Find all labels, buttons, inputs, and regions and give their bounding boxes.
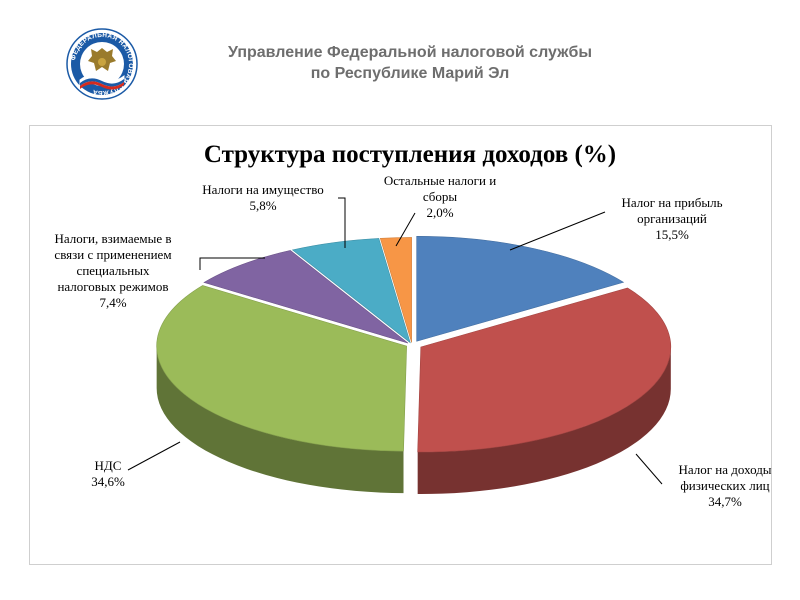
pie-slice-2 [417,287,672,453]
chart-frame [29,125,772,565]
slice-value-label: 2,0% [426,205,453,220]
leader-line-5 [338,197,346,248]
slice-label-4: Налоги, взимаемые в связи с применением сп… [54,231,171,310]
slice-name-line: Налог на доходы [678,462,771,477]
header-line-2: по Республике Марий Эл [310,65,510,82]
pie-slice-1 [416,235,625,342]
leader-line-3 [127,441,181,471]
header-line-1: Управление Федеральной налоговой службы [227,44,593,61]
slice-label-5: Налоги на имущество 5,8% [202,182,324,213]
leader-line-6 [395,212,416,247]
slice-name-line: физических лиц [680,478,769,493]
slice-label-2: Налог на доходы физических лиц 34,7% [678,462,771,509]
slice-name-line: организаций [637,211,707,226]
pie-slice-5 [291,238,411,344]
slice-label-3: НДС 34,6% [91,458,125,489]
slice-side-3 [156,346,404,494]
slice-name-line: НДС [95,458,122,473]
slice-name-line: Налог на прибыль [622,195,723,210]
chart-title: Структура поступления доходов (%) [204,141,616,168]
leader-line-4 [199,257,265,270]
slice-name-line: Налоги, взимаемые в [54,231,171,246]
leader-lines [127,197,663,485]
pie-slice-4 [203,250,409,344]
slice-name-line: Остальные налоги и [384,173,496,188]
slice-name-line: сборы [423,189,458,204]
slice-side-2 [417,346,671,494]
slice-name-line: связи с применением [54,247,171,262]
leader-line-2 [635,453,663,485]
pie-slices [156,235,672,453]
pie-slice-6 [379,237,412,343]
slice-value-label: 15,5% [655,227,689,242]
pie-3d-sides [156,346,671,494]
tax-service-logo: ФЕДЕРАЛЬНАЯ НАЛОГОВАЯ СЛУЖБА [66,28,138,100]
slice-labels: Налог на прибыль организаций 15,5%Налог на… [54,173,771,509]
slice-name-line: специальных [77,263,150,278]
slice-value-label: 7,4% [99,295,126,310]
pie-slice-3 [156,285,407,452]
leader-line-1 [509,211,606,251]
page-header: Управление Федеральной налоговой службы … [150,42,670,84]
slice-label-1: Налог на прибыль организаций 15,5% [622,195,723,242]
slice-label-6: Остальные налоги и сборы 2,0% [384,173,496,220]
slice-value-label: 34,6% [91,474,125,489]
slice-value-label: 5,8% [249,198,276,213]
slice-value-label: 34,7% [708,494,742,509]
slice-name-line: Налоги на имущество [202,182,324,197]
slice-name-line: налоговых режимов [57,279,168,294]
